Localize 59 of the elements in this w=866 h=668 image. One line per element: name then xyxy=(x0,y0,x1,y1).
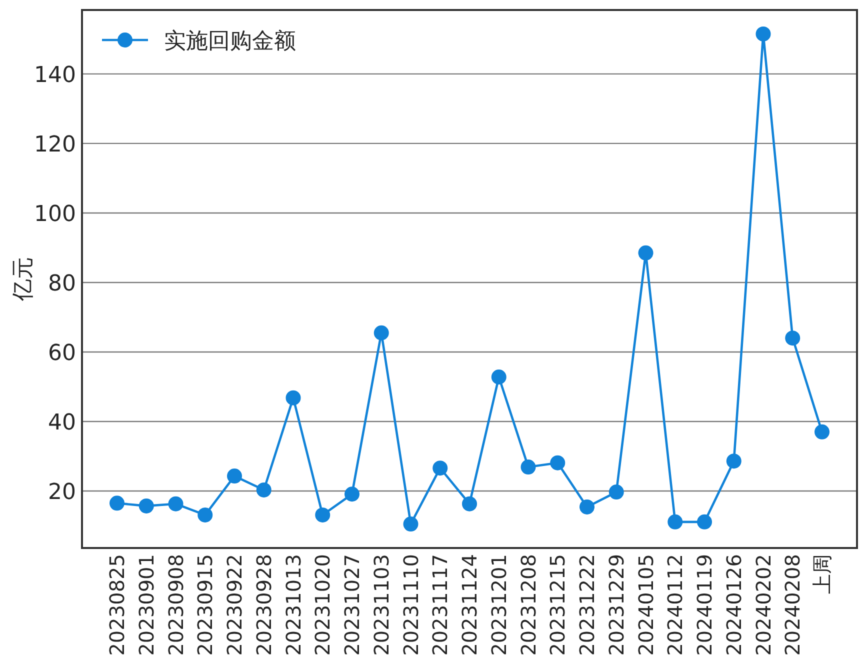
x-tick-label: 20231215 xyxy=(546,554,570,656)
x-tick-label: 20231229 xyxy=(604,554,628,656)
x-tick-label: 20230908 xyxy=(164,554,188,656)
point xyxy=(814,424,830,440)
point xyxy=(550,455,566,470)
y-tick-label: 80 xyxy=(48,271,76,296)
x-tick-label: 20231013 xyxy=(281,554,306,656)
point xyxy=(491,370,506,385)
x-tick-label: 20231020 xyxy=(310,554,335,656)
point xyxy=(520,460,536,475)
x-tick-label: 20230922 xyxy=(222,554,246,656)
x-tick-label: 20240112 xyxy=(663,554,688,656)
point xyxy=(403,516,418,532)
x-tick-label: 20231117 xyxy=(428,554,452,656)
point xyxy=(110,496,124,511)
point xyxy=(315,507,330,522)
point xyxy=(785,330,800,346)
x-tick-label: 20240202 xyxy=(751,554,776,656)
y-tick-label: 140 xyxy=(34,62,76,88)
point xyxy=(138,498,154,514)
x-tick-label: 20240208 xyxy=(780,554,805,656)
point xyxy=(726,454,742,469)
point xyxy=(580,499,594,514)
x-tick-label: 20231201 xyxy=(486,554,511,656)
x-tick-label: 20240119 xyxy=(692,554,716,656)
y-tick-label: 60 xyxy=(48,340,76,366)
x-tick-label: 20230825 xyxy=(105,554,129,656)
point xyxy=(374,325,389,340)
point xyxy=(198,507,213,522)
legend-label: 实施回购金额 xyxy=(164,29,296,54)
point xyxy=(668,514,683,530)
y-tick-label: 20 xyxy=(48,480,76,506)
point xyxy=(697,514,712,530)
x-tick-label: 20230901 xyxy=(134,554,158,656)
x-tick-label: 20231027 xyxy=(340,554,364,656)
x-tick-label: 20231124 xyxy=(458,554,482,656)
point xyxy=(344,486,360,502)
point xyxy=(432,460,448,476)
y-tick-label: 100 xyxy=(34,202,76,227)
x-tick-label: 20231208 xyxy=(516,554,540,656)
point xyxy=(608,484,624,500)
x-tick-label: 20231103 xyxy=(369,554,394,656)
y-axis-title: 亿元 xyxy=(11,257,36,302)
point xyxy=(462,496,477,512)
point xyxy=(256,482,272,498)
y-tick-label: 40 xyxy=(48,410,76,436)
x-tick-label: 20240105 xyxy=(634,554,658,656)
point xyxy=(286,390,301,406)
x-tick-label: 上周 xyxy=(810,554,834,594)
point xyxy=(227,468,242,484)
point xyxy=(638,245,654,260)
y-tick-label: 120 xyxy=(34,132,76,158)
x-tick-label: 20230915 xyxy=(193,554,218,656)
x-tick-label: 20231222 xyxy=(575,554,599,656)
x-tick-label: 20230928 xyxy=(252,554,276,656)
x-tick-label: 20231110 xyxy=(398,554,423,656)
point xyxy=(756,26,771,42)
point xyxy=(168,496,184,512)
x-tick-label: 20240126 xyxy=(722,554,746,656)
